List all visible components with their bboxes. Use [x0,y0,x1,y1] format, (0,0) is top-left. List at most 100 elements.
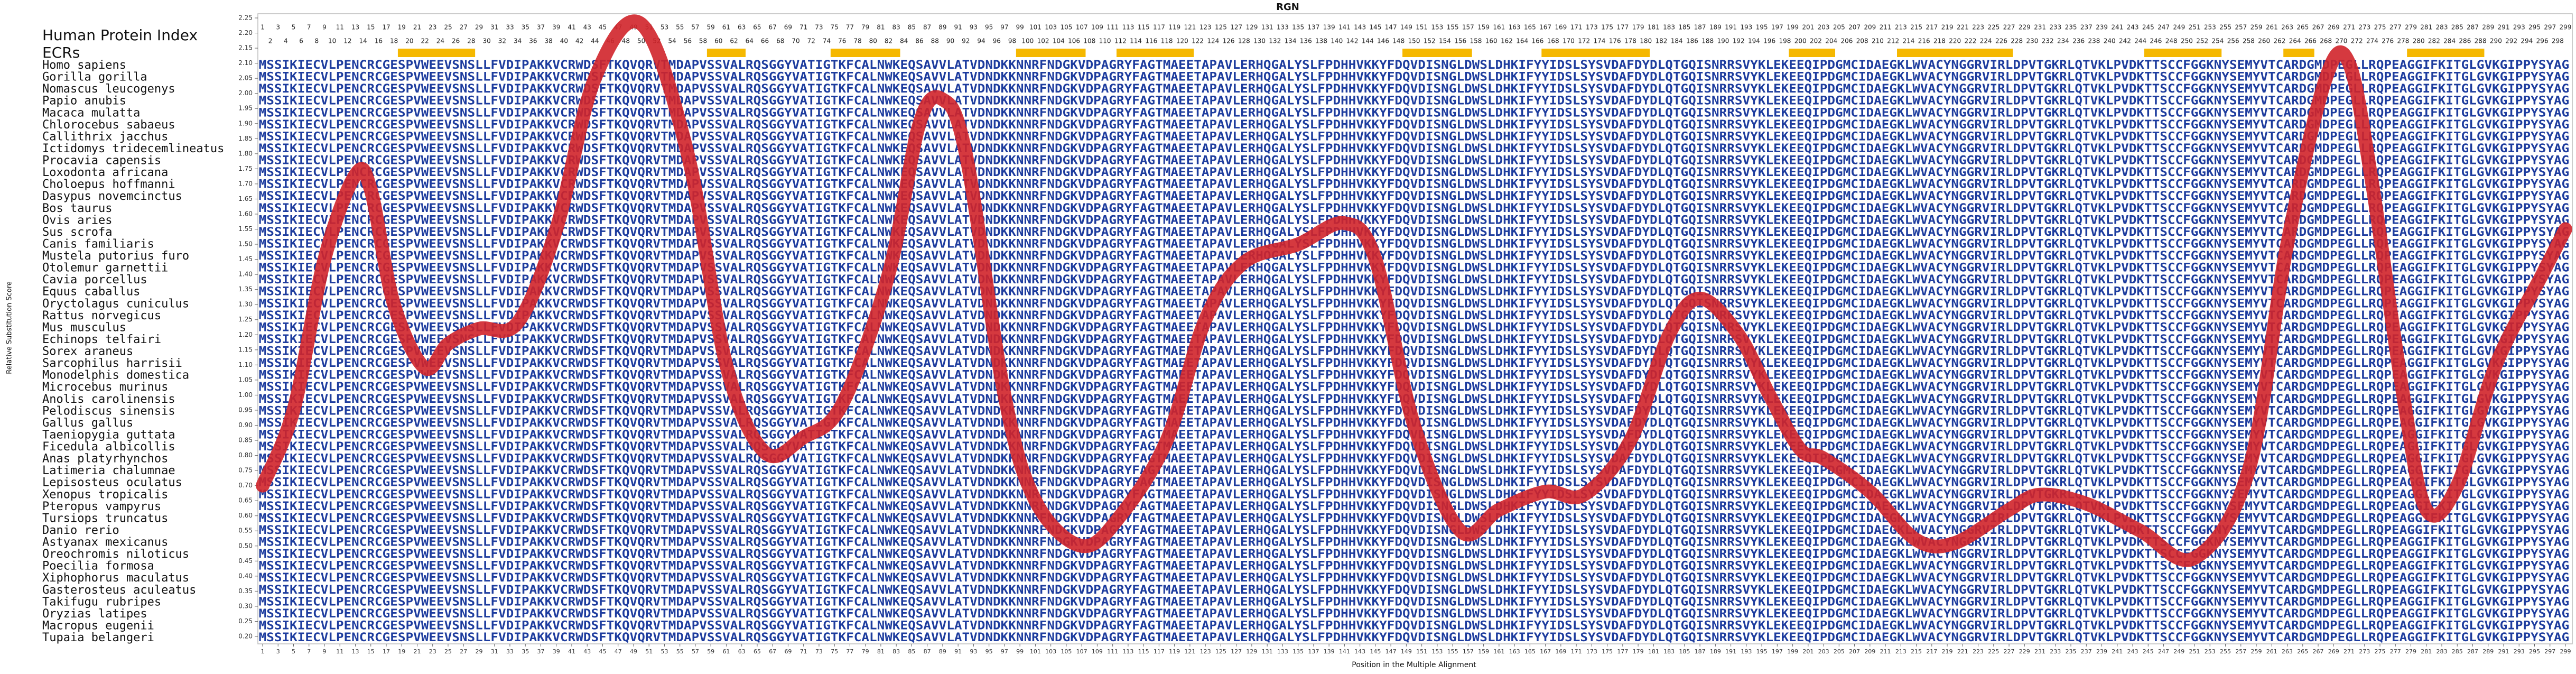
index-number: 193 [1740,24,1752,31]
index-number: 252 [2196,38,2208,45]
ecr-bar [1789,49,1836,57]
index-number: 199 [1787,24,1799,31]
index-number: 63 [738,24,746,31]
index-number: 236 [2072,38,2085,45]
x-tick-label: 7 [307,648,311,655]
x-tick-label: 289 [2482,648,2494,655]
ecr-bar [1116,49,1194,57]
index-number: 90 [946,38,954,45]
index-number: 150 [1408,38,1420,45]
y-tick-label: 2.10 [238,59,253,67]
index-number: 137 [1307,24,1319,31]
index-number: 58 [699,38,707,45]
index-number: 101 [1029,24,1041,31]
index-number: 29 [475,24,483,31]
x-tick-label: 13 [351,648,359,655]
x-tick-label: 101 [1030,648,1041,655]
index-number: 201 [1802,24,1814,31]
y-tick-label: 1.90 [238,119,253,127]
species-name: Mustela putorius furo [42,250,189,263]
index-number: 88 [931,38,939,45]
index-number: 210 [1872,38,1884,45]
sequence: MSSIKIECVLPENCRCGESPVWEEVSNSLLFVDIPAKKVC… [259,453,2570,466]
x-tick-label: 225 [1988,648,1999,655]
y-tick-label: 1.20 [238,331,253,338]
index-number: 67 [769,24,777,31]
index-number: 105 [1060,24,1072,31]
index-number: 234 [2057,38,2069,45]
index-number: 208 [1856,38,1868,45]
x-tick-label: 183 [1663,648,1675,655]
x-tick-label: 159 [1478,648,1489,655]
index-number: 31 [490,24,498,31]
x-tick-label: 229 [2019,648,2030,655]
x-tick-label: 125 [1215,648,1226,655]
y-tick-label: 1.60 [238,210,253,217]
sequence: MSSIKIECVLPENCRCGESPVWEEVSNSLLFVDIPAKKVC… [259,381,2570,394]
index-number: 83 [892,24,900,31]
species-name: Oryzias latipes [42,607,147,621]
index-number: 79 [861,24,869,31]
index-number: 108 [1083,38,1095,45]
x-tick-label: 281 [2421,648,2432,655]
index-number: 298 [2552,38,2564,45]
index-number: 232 [2042,38,2054,45]
x-tick-label: 299 [2560,648,2571,655]
index-number: 286 [2459,38,2471,45]
index-number: 162 [1501,38,1513,45]
index-number: 28 [467,38,475,45]
x-tick-label: 71 [800,648,807,655]
index-number: 164 [1516,38,1528,45]
y-tick-label: 1.80 [238,150,253,157]
index-number: 185 [1678,24,1690,31]
x-tick-label: 273 [2359,648,2370,655]
species-name: Gasterosteus aculeatus [42,584,196,597]
species-name: Chlorocebus sabaeus [42,118,175,132]
x-tick-label: 255 [2220,648,2231,655]
sequence: MSSIKIECVLPENCRCGESPVWEEVSNSLLFVDIPAKKVC… [259,95,2570,108]
x-tick-label: 209 [1864,648,1875,655]
index-number: 293 [2513,24,2525,31]
x-tick-label: 241 [2112,648,2123,655]
index-number: 62 [730,38,738,45]
x-tick-label: 49 [630,648,637,655]
index-number: 124 [1207,38,1219,45]
species-name: Ficedula albicollis [42,440,175,454]
index-number: 113 [1122,24,1134,31]
y-tick-label: 2.25 [238,14,253,22]
x-tick-label: 31 [491,648,498,655]
x-tick-label: 83 [892,648,900,655]
index-number: 184 [1671,38,1683,45]
y-tick-label: 0.40 [238,572,253,579]
x-tick-label: 131 [1262,648,1273,655]
index-number: 288 [2475,38,2487,45]
index-number: 133 [1277,24,1289,31]
ecr-bar [2407,49,2485,57]
index-number: 103 [1045,24,1057,31]
sequence: MSSIKIECVLPENCRCGESPVWEEVSNSLLFVDIPAKKVC… [259,488,2570,501]
x-tick-label: 239 [2096,648,2107,655]
index-number: 191 [1725,24,1737,31]
index-number: 176 [1609,38,1621,45]
x-tick-label: 173 [1586,648,1597,655]
x-tick-label: 171 [1571,648,1582,655]
y-tick-label: 0.85 [238,437,253,444]
x-tick-label: 157 [1463,648,1474,655]
x-tick-label: 119 [1169,648,1180,655]
index-number: 50 [637,38,645,45]
x-tick-label: 51 [645,648,653,655]
index-number: 146 [1377,38,1389,45]
x-tick-label: 253 [2205,648,2216,655]
x-tick-label: 269 [2328,648,2339,655]
index-label: Human Protein Index [42,26,198,44]
sequence: MSSIKIECVLPENCRCGESPVWEEVSNSLLFVDIPAKKVC… [259,571,2570,585]
x-tick-label: 155 [1447,648,1458,655]
index-number: 7 [307,24,311,31]
index-number: 183 [1663,24,1675,31]
x-tick-label: 149 [1401,648,1412,655]
x-tick-label: 19 [398,648,405,655]
sequence: MSSIKIECVLPENCRCGESPVWEEVSNSLLFVDIPAKKVC… [259,560,2570,573]
index-number: 34 [514,38,522,45]
index-number: 25 [444,24,452,31]
